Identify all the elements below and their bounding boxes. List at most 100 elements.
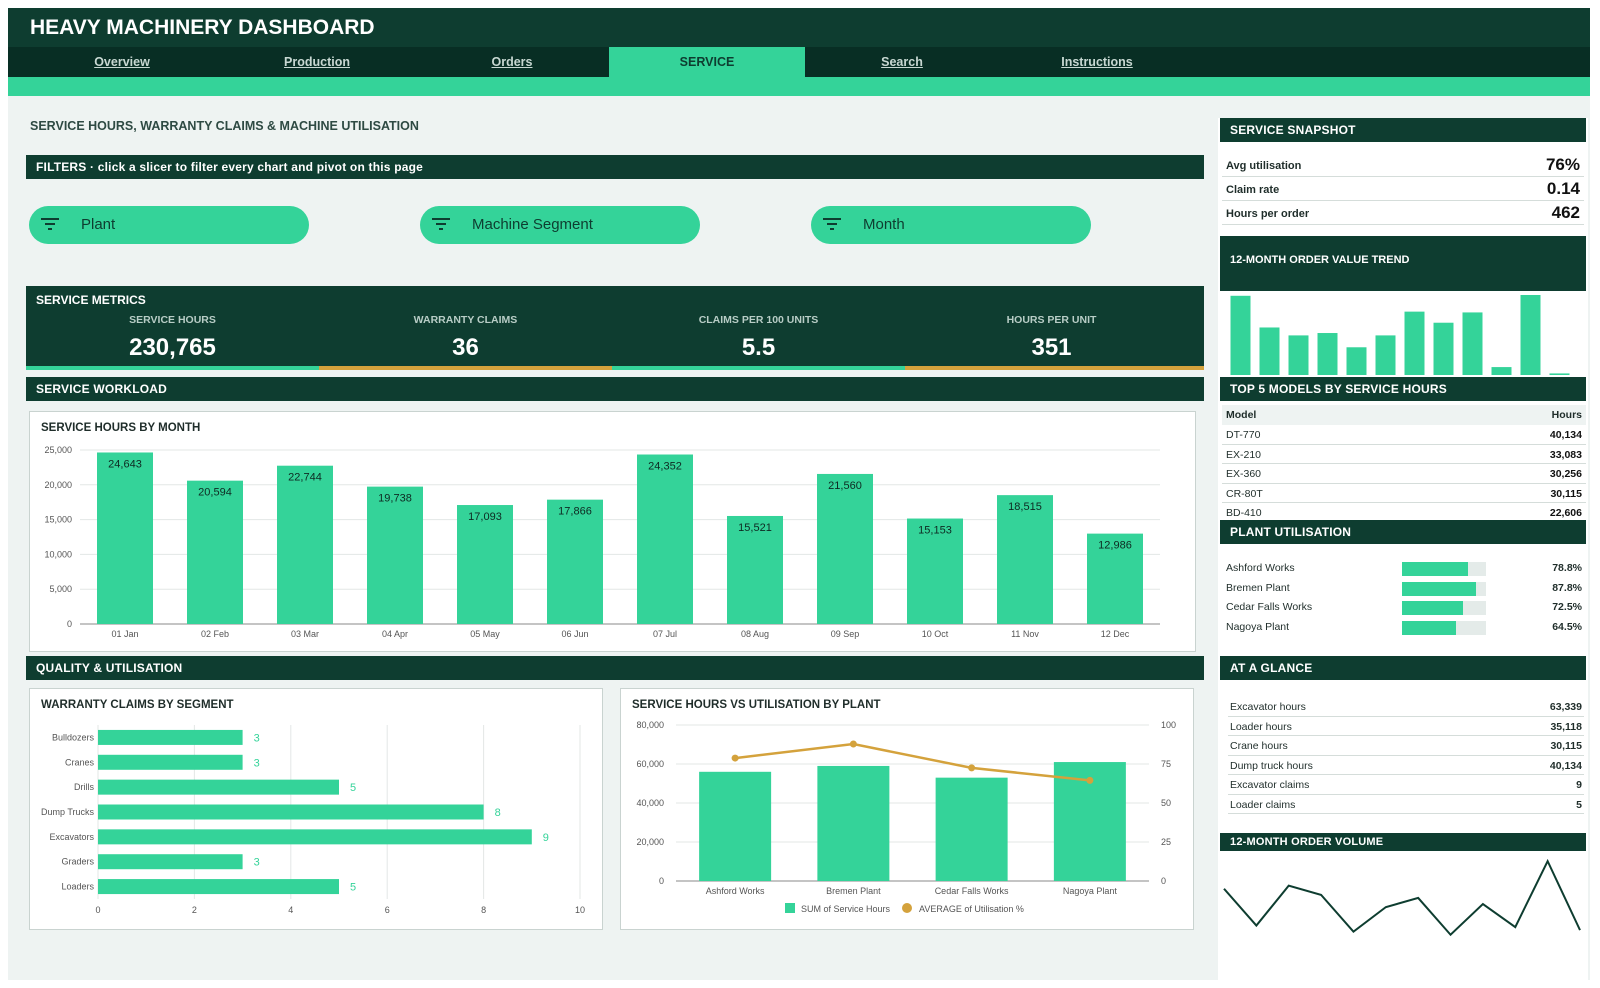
glance-label: Dump truck hours xyxy=(1230,759,1313,772)
snapshot-header: SERVICE SNAPSHOT xyxy=(1220,118,1586,142)
chart-title: SERVICE HOURS BY MONTH xyxy=(41,422,201,434)
y-tick-label-left: 80,000 xyxy=(636,720,664,730)
order-value-trend-title: 12-MONTH ORDER VALUE TREND xyxy=(1230,254,1410,266)
bar xyxy=(457,505,513,624)
y-tick-label: Drills xyxy=(74,782,94,792)
table-row: DT-770 40,134 xyxy=(1222,425,1586,445)
x-tick-label: 6 xyxy=(385,905,390,915)
table-row: CR-80T 30,115 xyxy=(1222,484,1586,503)
nav-bar: Overview Production Orders SERVICE Searc… xyxy=(8,47,1590,77)
snapshot-row: Avg utilisation 76% xyxy=(1222,153,1584,177)
column-model: Model xyxy=(1226,409,1257,421)
glance-label: Loader claims xyxy=(1230,798,1296,811)
y-tick-label-left: 0 xyxy=(659,876,664,886)
y-tick-label-left: 60,000 xyxy=(636,759,664,769)
kpi-label: WARRANTY CLAIMS xyxy=(413,314,518,326)
x-tick-label: 06 Jun xyxy=(561,629,588,639)
y-tick-label-right: 100 xyxy=(1161,720,1176,730)
tab-overview[interactable]: Overview xyxy=(94,55,150,69)
bar-value-label: 9 xyxy=(543,832,549,844)
model-name: BD-410 xyxy=(1226,507,1262,519)
slicer-plant[interactable]: Plant xyxy=(29,206,309,244)
tab-instructions[interactable]: Instructions xyxy=(1061,55,1133,69)
utilisation-bar xyxy=(1402,620,1457,635)
plant-name: Nagoya Plant xyxy=(1226,620,1290,633)
snapshot-table: Avg utilisation 76% Claim rate 0.14 Hours … xyxy=(1222,153,1586,233)
bar xyxy=(1087,533,1143,624)
y-tick-label: 15,000 xyxy=(44,515,72,525)
glance-value: 9 xyxy=(1576,779,1582,791)
y-tick-label: Graders xyxy=(61,857,94,867)
model-hours: 22,606 xyxy=(1549,507,1582,519)
tab-orders[interactable]: Orders xyxy=(491,55,533,69)
slicer-machine-segment[interactable]: Machine Segment xyxy=(420,206,700,244)
utilisation-row: Ashford Works 78.8% xyxy=(1222,558,1586,578)
y-tick-label-right: 50 xyxy=(1161,798,1171,808)
utilisation-bar-track xyxy=(1402,562,1486,576)
y-tick-label-right: 75 xyxy=(1161,759,1171,769)
bar xyxy=(547,499,603,624)
filter-icon xyxy=(432,218,450,230)
order-volume-line xyxy=(1223,858,1581,937)
bar xyxy=(997,495,1053,624)
glance-row: Loader claims 5 xyxy=(1228,795,1584,814)
glance-value: 35,118 xyxy=(1550,720,1582,733)
filter-icon xyxy=(823,218,841,230)
kpi-claims-per-100: CLAIMS PER 100 UNITS 5.5 xyxy=(612,286,905,362)
glance-label: Excavator claims xyxy=(1230,779,1310,791)
tab-search[interactable]: Search xyxy=(881,55,923,69)
kpi-underline xyxy=(26,366,319,370)
plant-name: Ashford Works xyxy=(1226,562,1295,574)
order-volume-chart xyxy=(1223,858,1581,937)
x-tick-label: 01 Jan xyxy=(111,629,138,639)
utilisation-point xyxy=(849,740,857,748)
glance-row: Loader hours 35,118 xyxy=(1228,717,1584,736)
utilisation-line xyxy=(734,742,1091,782)
kpi-value: 5.5 xyxy=(741,334,776,361)
trend-bar xyxy=(1230,295,1251,375)
top-models-column-header: Model Hours xyxy=(1222,405,1586,425)
bar-value-label: 24,643 xyxy=(108,458,142,470)
model-hours: 40,134 xyxy=(1549,429,1582,441)
glance-row: Crane hours 30,115 xyxy=(1228,736,1584,756)
x-tick-label: Cedar Falls Works xyxy=(935,886,1009,896)
utilisation-value: 87.8% xyxy=(1552,581,1582,594)
x-tick-label: 2 xyxy=(192,905,197,915)
bar-value-label: 5 xyxy=(350,782,356,794)
order-volume-header: 12-MONTH ORDER VOLUME xyxy=(1220,833,1586,851)
y-tick-label-left: 40,000 xyxy=(636,798,664,808)
glance-value: 63,339 xyxy=(1549,701,1582,713)
utilisation-row: Bremen Plant 87.8% xyxy=(1222,578,1586,598)
bar-value-label: 12,986 xyxy=(1098,540,1132,552)
utilisation-row: Cedar Falls Works 72.5% xyxy=(1222,597,1586,617)
utilisation-value: 64.5% xyxy=(1552,620,1582,633)
x-tick-label: 05 May xyxy=(470,629,500,639)
hours-vs-utilisation-chart: 0 0 20,000 25 40,000 50 60,000 75 80,000 100 Ashfo… xyxy=(636,720,1176,914)
snapshot-value: 76% xyxy=(1545,155,1580,174)
y-tick-label: 25,000 xyxy=(44,445,72,455)
x-tick-label: 04 Apr xyxy=(382,629,408,639)
snapshot-label: Avg utilisation xyxy=(1226,160,1302,172)
bar xyxy=(699,771,772,881)
model-hours: 30,256 xyxy=(1549,468,1582,480)
y-tick-label: 0 xyxy=(67,619,72,629)
slicer-month[interactable]: Month xyxy=(811,206,1091,244)
page-subtitle: SERVICE HOURS, WARRANTY CLAIMS & MACHINE… xyxy=(30,119,419,133)
bar-value-label: 18,515 xyxy=(1008,501,1042,513)
bar xyxy=(817,473,873,624)
kpi-label: CLAIMS PER 100 UNITS xyxy=(698,314,819,326)
tab-service[interactable]: SERVICE xyxy=(609,47,805,77)
tab-production[interactable]: Production xyxy=(284,55,350,69)
glance-label: Crane hours xyxy=(1230,740,1288,752)
quality-header: QUALITY & UTILISATION xyxy=(26,656,1204,680)
plant-name: Cedar Falls Works xyxy=(1226,601,1313,613)
x-tick-label: 08 Aug xyxy=(741,629,769,639)
bar xyxy=(187,480,243,624)
model-hours: 30,115 xyxy=(1550,487,1582,500)
kpi-value: 230,765 xyxy=(129,334,216,361)
x-tick-label: Ashford Works xyxy=(706,886,765,896)
bar xyxy=(98,804,484,820)
model-name: EX-360 xyxy=(1226,468,1262,480)
kpi-hours-per-unit: HOURS PER UNIT 351 xyxy=(905,286,1198,362)
